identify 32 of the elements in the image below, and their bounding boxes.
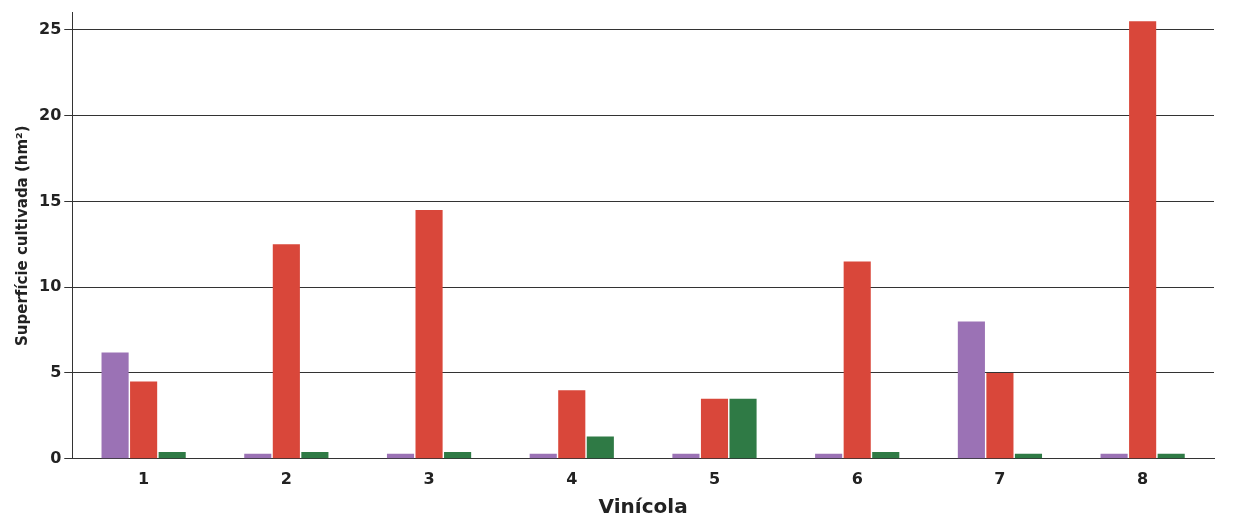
bar xyxy=(986,372,1014,459)
bar xyxy=(586,436,614,459)
y-axis-title: Superfície cultivada (hm²) xyxy=(12,125,31,346)
y-tick-label: 20 xyxy=(39,104,62,124)
x-tick-label: 3 xyxy=(423,468,435,488)
bar xyxy=(301,451,329,459)
x-axis-title: Vinícola xyxy=(598,494,688,519)
bar xyxy=(444,451,472,459)
y-tick-label: 0 xyxy=(50,447,62,467)
bar xyxy=(158,451,186,459)
x-tick-label: 2 xyxy=(280,468,292,488)
y-tick-label: 10 xyxy=(39,276,62,296)
x-tick-label: 1 xyxy=(138,468,150,488)
bar xyxy=(872,451,900,459)
x-tick-label: 7 xyxy=(994,468,1006,488)
x-tick-label: 8 xyxy=(1137,468,1149,488)
x-tick-label: 4 xyxy=(566,468,578,488)
bar xyxy=(843,261,871,459)
y-tick-label: 15 xyxy=(39,190,62,210)
bar xyxy=(957,321,985,459)
bar xyxy=(101,352,129,459)
x-tick-label: 6 xyxy=(851,468,863,488)
bar xyxy=(415,209,443,459)
bar xyxy=(700,398,729,459)
bar xyxy=(130,381,158,459)
bar xyxy=(272,244,300,459)
y-tick-label: 5 xyxy=(50,362,62,382)
bar xyxy=(729,398,757,459)
x-tick-label: 5 xyxy=(708,468,721,488)
bar xyxy=(558,390,586,459)
bar xyxy=(1129,21,1157,459)
y-tick-label: 25 xyxy=(39,18,62,38)
